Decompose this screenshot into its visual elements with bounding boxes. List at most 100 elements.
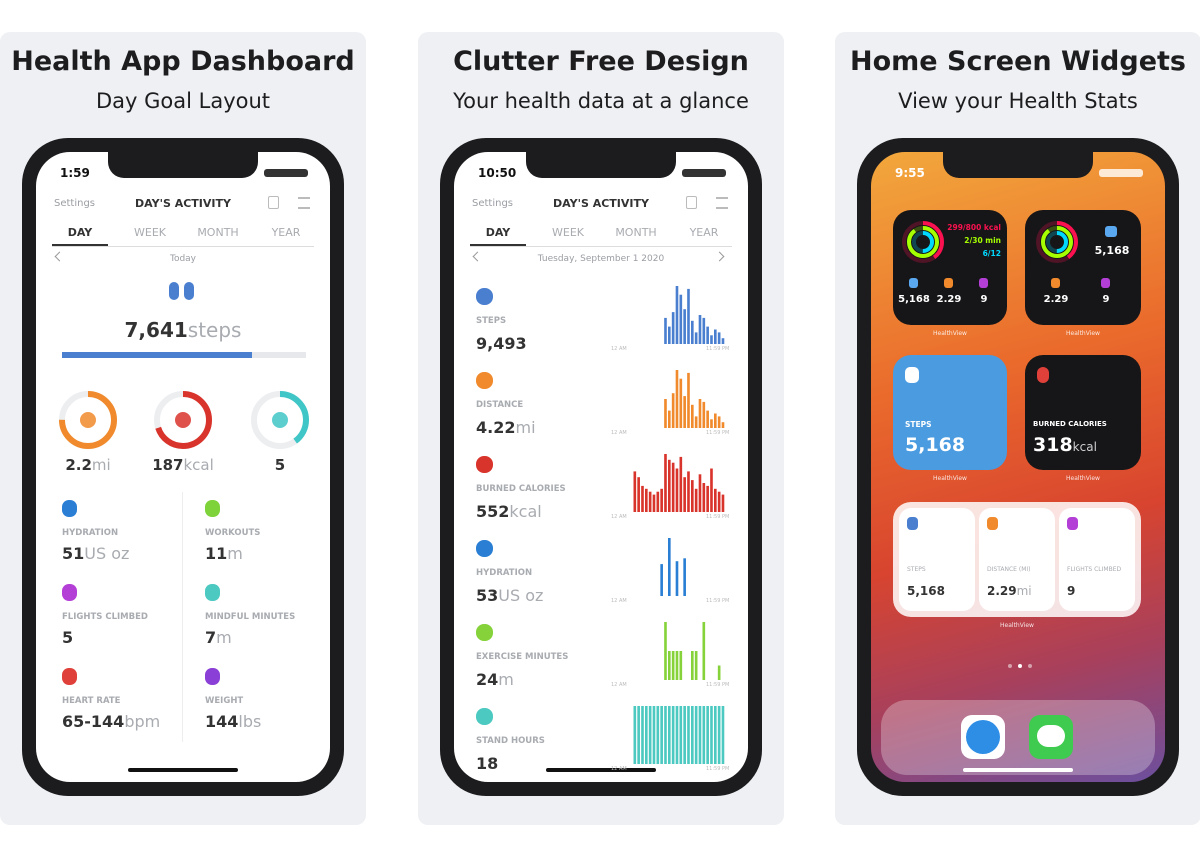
unit: mi: [1016, 584, 1032, 598]
bar: [664, 622, 667, 680]
phone: 9:55 299/800 kcal 2/30 min 6/12 5,168 2.29 9 He…: [857, 138, 1179, 796]
activity-rings: [1036, 221, 1078, 263]
page-dot: [1008, 664, 1012, 668]
axis-end: 11:59 PM: [706, 514, 730, 520]
unit: m: [498, 670, 514, 689]
bar: [664, 454, 667, 512]
bar: [675, 370, 679, 428]
bar: [687, 706, 690, 764]
bar: [710, 335, 713, 344]
bar: [710, 468, 713, 512]
unit: kcal: [1072, 440, 1097, 454]
stat-value: 5,168: [898, 294, 930, 305]
calories-widget: BURNED CALORIES 318kcal: [1025, 355, 1141, 470]
bar: [702, 622, 706, 680]
metric-value: 144lbs: [205, 712, 261, 731]
ring-icon: [80, 412, 96, 428]
bar: [714, 329, 717, 344]
bar: [633, 706, 637, 764]
bar: [656, 491, 660, 512]
metric-value: 11m: [205, 544, 243, 563]
axis-start: 12 AM: [611, 430, 627, 436]
bar: [641, 706, 644, 764]
bar: [710, 706, 713, 764]
stat-icon: [1105, 226, 1117, 237]
ring-arc: [1041, 226, 1073, 258]
phone: 1:59 Settings DAY'S ACTIVITY DAY WEEK MONTH YE…: [22, 138, 344, 796]
share-icon: [686, 196, 697, 209]
metric-label: MINDFUL MINUTES: [205, 612, 296, 622]
stat-icon: [944, 278, 953, 288]
bar: [687, 471, 690, 512]
value: 5: [62, 628, 74, 647]
widget-cell: DISTANCE (MI) 2.29mi: [979, 508, 1055, 611]
bar: [668, 651, 671, 680]
bar: [660, 488, 663, 512]
metric-value: 65-144bpm: [62, 712, 160, 731]
list-icon: [716, 197, 728, 209]
bar: [671, 393, 675, 428]
bar: [694, 706, 698, 764]
bar: [648, 491, 652, 512]
row-value: 9,493: [476, 334, 527, 353]
panel: Home Screen Widgets View your Health Stat…: [835, 32, 1200, 825]
mini-chart: [664, 370, 725, 428]
bar: [691, 320, 694, 344]
bar: [664, 399, 667, 428]
value: 53: [476, 586, 499, 605]
unit: kcal: [183, 456, 214, 474]
widget-caption: HealthView: [933, 330, 967, 337]
widget-caption: HealthView: [1066, 330, 1100, 337]
ring-value: 187kcal: [136, 456, 230, 474]
value: 24: [476, 670, 499, 689]
nav-settings: Settings: [54, 198, 96, 209]
activity-rings: [902, 221, 944, 263]
panel-subtitle: Your health data at a glance: [453, 89, 749, 113]
axis-end: 11:59 PM: [706, 430, 730, 436]
tab-underline: [52, 244, 108, 246]
bar: [702, 317, 706, 344]
ring-progress: [154, 391, 212, 449]
tab: YEAR: [689, 226, 719, 239]
cell-value: 9: [1067, 584, 1075, 598]
value: 5: [274, 456, 286, 474]
tab: WEEK: [134, 226, 166, 239]
nav-title: DAY'S ACTIVITY: [135, 197, 231, 210]
rings-widget: 5,168 2.29 9: [1025, 210, 1141, 325]
phone: 10:50 Settings DAY'S ACTIVITY DAY WEEK MONTH Y…: [440, 138, 762, 796]
value: 65-144: [62, 712, 125, 731]
unit: mi: [515, 418, 536, 437]
bar: [717, 416, 721, 428]
stat-icon: [909, 278, 918, 288]
medium-widget: STEPS 5,168 DISTANCE (MI) 2.29mi FLIGHTS CLI…: [893, 502, 1141, 617]
bar: [694, 416, 698, 428]
metric-value: 51US oz: [62, 544, 129, 563]
tab: YEAR: [271, 226, 301, 239]
value: 4.22: [476, 418, 516, 437]
messages-bubble: [1037, 725, 1065, 747]
steps-value: 7,641steps: [36, 318, 330, 342]
bar: [675, 651, 679, 680]
metric-label: FLIGHTS CLIMBED: [62, 612, 148, 622]
status-time: 10:50: [478, 166, 517, 180]
metric-icon: [205, 668, 220, 685]
bar: [721, 338, 725, 344]
ring-icon: [272, 412, 288, 428]
axis-start: 12 AM: [611, 682, 627, 688]
widget-label: BURNED CALORIES: [1033, 420, 1107, 428]
bar: [675, 468, 679, 512]
steps-icon: [184, 282, 194, 300]
bar: [694, 332, 698, 344]
bar: [664, 317, 667, 344]
notch: [943, 152, 1093, 178]
panel-title: Home Screen Widgets: [850, 46, 1186, 77]
panel-title: Clutter Free Design: [453, 46, 749, 77]
stat-value: 2.29: [936, 294, 962, 305]
value: 2.2: [65, 456, 92, 474]
bar: [717, 491, 721, 512]
value: 51: [62, 544, 85, 563]
row-icon: [476, 708, 493, 725]
bar: [702, 706, 706, 764]
dock: [881, 700, 1155, 775]
bar: [717, 706, 721, 764]
